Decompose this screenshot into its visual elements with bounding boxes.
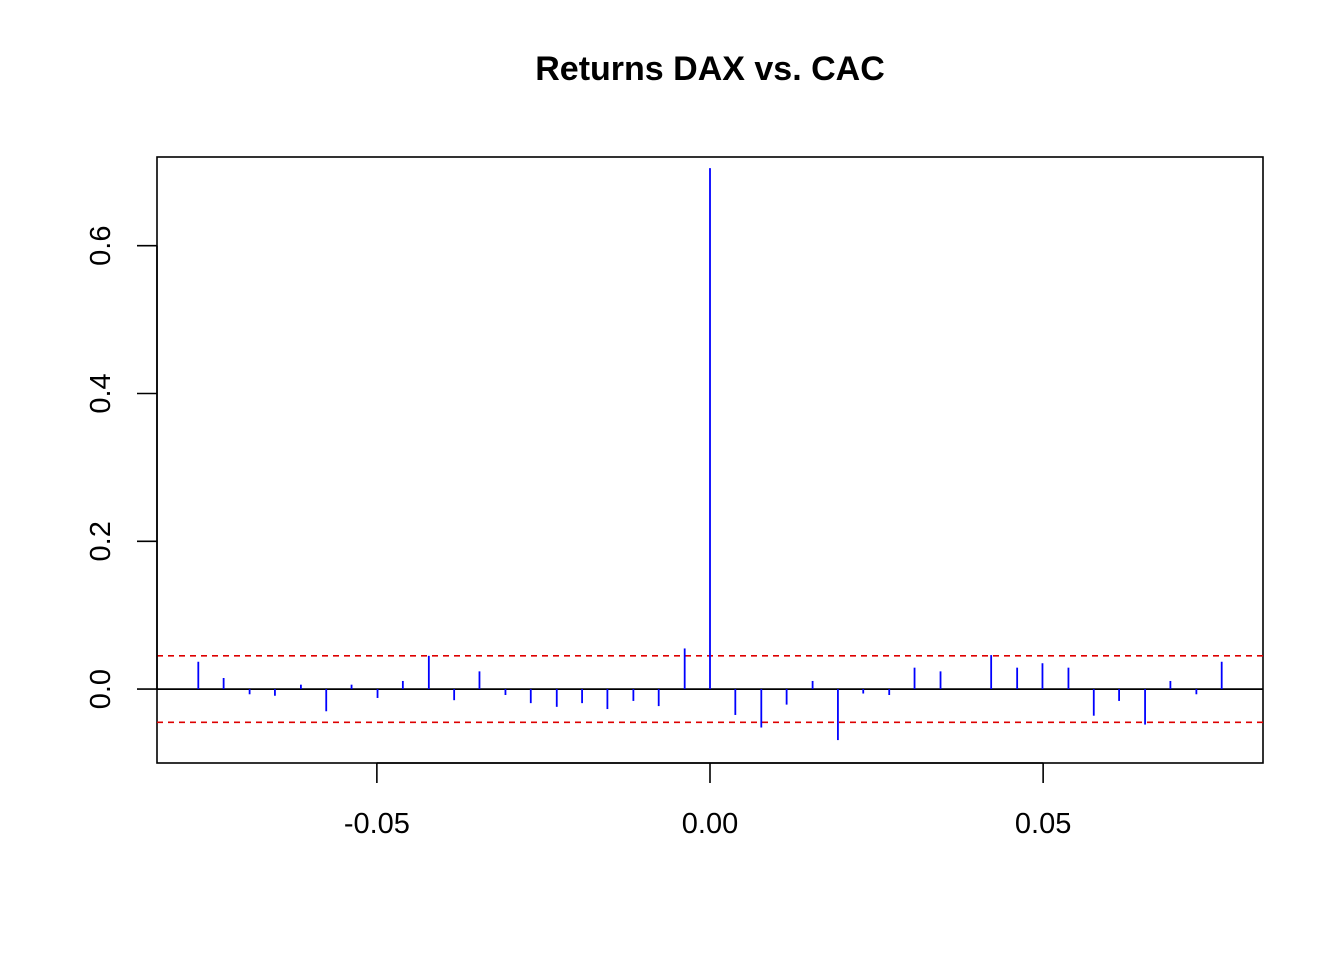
x-tick-label: -0.05 [344, 808, 410, 840]
x-tick-label: 0.05 [1015, 808, 1071, 840]
y-tick-label: 0.0 [85, 669, 117, 709]
y-tick-label: 0.2 [85, 521, 117, 561]
axes: -0.05 0.00 0.05 0.0 0.2 0.4 0.6 [85, 226, 1071, 840]
plot-area [157, 168, 1263, 741]
y-tick-label: 0.4 [85, 373, 117, 413]
y-tick-label: 0.6 [85, 226, 117, 266]
x-tick-label: 0.00 [682, 808, 738, 840]
chart-title: Returns DAX vs. CAC [535, 50, 885, 88]
